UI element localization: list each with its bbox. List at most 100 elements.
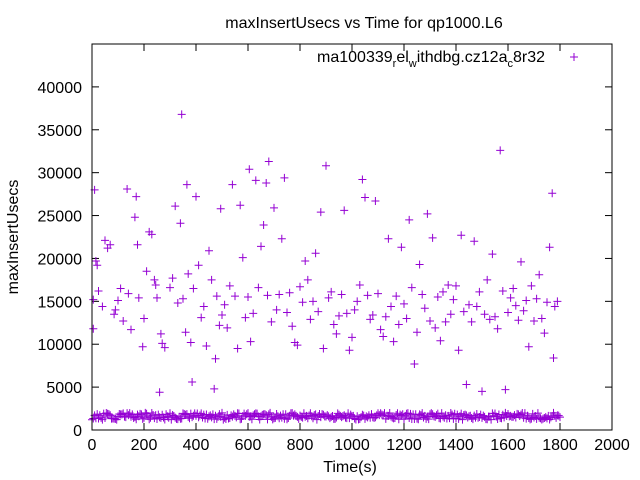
data-point	[216, 204, 225, 213]
data-point	[337, 290, 346, 299]
data-point	[413, 328, 421, 337]
y-tick-label: 5000	[46, 380, 82, 397]
data-point	[540, 329, 549, 338]
data-point	[478, 387, 486, 396]
data-point	[353, 297, 362, 306]
chart-title: maxInsertUsecs vs Time for qp1000.L6	[225, 15, 503, 32]
data-point	[431, 323, 440, 332]
data-point	[332, 329, 341, 338]
data-point	[134, 293, 143, 302]
data-point	[545, 243, 554, 252]
data-point	[519, 306, 528, 315]
data-point	[436, 336, 445, 345]
data-point	[402, 314, 411, 323]
data-point	[420, 304, 429, 313]
data-point	[303, 275, 312, 284]
data-point	[89, 295, 98, 304]
data-point	[202, 341, 211, 350]
data-point	[384, 234, 393, 243]
data-point	[504, 308, 512, 317]
data-point	[361, 193, 369, 202]
data-point	[220, 300, 229, 309]
data-point	[218, 408, 226, 417]
data-point	[101, 236, 109, 245]
data-point	[168, 274, 177, 283]
data-point	[171, 202, 180, 211]
data-point	[496, 146, 505, 155]
data-point	[225, 281, 234, 290]
y-tick-label: 25000	[38, 209, 83, 226]
data-point	[116, 284, 125, 293]
x-tick-label: 800	[287, 437, 314, 454]
data-point	[138, 342, 147, 351]
data-point	[556, 413, 564, 422]
data-point	[543, 298, 551, 307]
data-point	[509, 284, 518, 293]
data-point	[381, 312, 390, 321]
data-point	[374, 289, 382, 298]
x-tick-label: 400	[183, 437, 210, 454]
data-point	[358, 175, 367, 184]
data-point	[212, 292, 221, 301]
data-point	[483, 275, 492, 284]
data-point	[350, 305, 359, 314]
data-point	[218, 311, 226, 320]
data-point	[251, 176, 260, 185]
data-point	[532, 294, 541, 303]
data-point	[414, 415, 423, 424]
data-point	[288, 322, 297, 331]
data-point	[249, 309, 258, 318]
data-point	[270, 203, 278, 212]
data-point	[418, 290, 427, 299]
data-point	[147, 230, 156, 239]
data-point	[385, 408, 394, 417]
data-point	[89, 324, 98, 333]
data-point	[255, 415, 264, 424]
y-axis-label: maxInsertUsecs	[5, 180, 22, 295]
data-point	[335, 311, 343, 320]
data-point	[194, 261, 203, 270]
data-point	[533, 409, 542, 418]
data-point	[491, 312, 499, 321]
data-point	[301, 257, 310, 266]
data-point	[241, 313, 250, 322]
data-point	[112, 415, 121, 424]
data-point	[527, 281, 536, 290]
data-point	[244, 293, 252, 302]
data-point	[238, 253, 247, 262]
data-point	[247, 415, 256, 424]
data-point	[111, 305, 120, 314]
y-tick-label: 10000	[38, 337, 83, 354]
data-point	[160, 343, 169, 352]
data-point	[457, 231, 466, 240]
data-point	[306, 315, 315, 324]
data-point	[331, 414, 340, 423]
data-point	[184, 269, 193, 278]
data-point	[400, 299, 408, 308]
data-point	[264, 157, 273, 166]
data-point	[363, 291, 372, 300]
data-point	[371, 196, 380, 205]
data-point	[449, 295, 458, 304]
data-point	[309, 297, 317, 306]
legend: ma100339relwithdbg.cz12ac8r32	[317, 49, 578, 70]
data-point	[405, 215, 414, 224]
data-point	[205, 246, 213, 255]
data-point	[535, 270, 544, 279]
data-point	[150, 275, 159, 284]
data-point	[501, 385, 510, 394]
data-point	[511, 301, 520, 310]
data-point	[472, 302, 481, 311]
data-point	[133, 240, 142, 249]
data-point	[570, 53, 578, 61]
x-tick-label: 1000	[334, 437, 370, 454]
data-point	[199, 302, 208, 311]
data-point	[176, 219, 185, 228]
y-axis: 0 5000 10000 15000 20000 25000 30000 35000 40000	[38, 80, 612, 440]
data-point	[212, 414, 221, 423]
data-point	[324, 293, 333, 302]
x-tick-label: 1200	[386, 437, 422, 454]
data-point	[277, 234, 286, 243]
y-tick-label: 35000	[38, 123, 83, 140]
y-tick-label: 0	[73, 423, 82, 440]
